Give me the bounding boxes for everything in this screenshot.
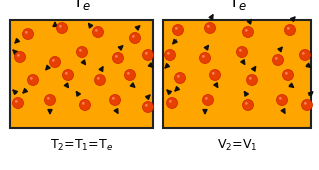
Circle shape bbox=[12, 98, 24, 108]
Circle shape bbox=[175, 27, 178, 30]
Circle shape bbox=[304, 102, 307, 105]
Circle shape bbox=[112, 97, 115, 100]
Circle shape bbox=[17, 54, 20, 57]
Circle shape bbox=[245, 102, 248, 105]
Circle shape bbox=[167, 98, 177, 108]
Circle shape bbox=[30, 77, 33, 80]
Circle shape bbox=[94, 74, 106, 86]
Circle shape bbox=[27, 74, 39, 86]
Circle shape bbox=[242, 99, 254, 110]
Circle shape bbox=[169, 100, 172, 103]
Circle shape bbox=[93, 27, 103, 38]
Circle shape bbox=[109, 95, 121, 106]
Circle shape bbox=[15, 100, 18, 103]
Circle shape bbox=[23, 29, 33, 39]
Circle shape bbox=[277, 95, 287, 106]
Circle shape bbox=[245, 29, 248, 32]
Circle shape bbox=[205, 97, 208, 100]
Circle shape bbox=[79, 99, 91, 110]
Circle shape bbox=[285, 24, 295, 36]
Circle shape bbox=[143, 101, 153, 113]
Text: T$_e$: T$_e$ bbox=[72, 0, 91, 12]
Circle shape bbox=[249, 77, 252, 80]
Circle shape bbox=[165, 49, 175, 61]
Circle shape bbox=[82, 102, 85, 105]
Circle shape bbox=[302, 52, 305, 55]
Circle shape bbox=[279, 97, 282, 100]
Circle shape bbox=[204, 22, 216, 33]
Circle shape bbox=[115, 55, 118, 58]
Circle shape bbox=[44, 95, 56, 106]
Circle shape bbox=[25, 31, 28, 34]
Circle shape bbox=[47, 97, 50, 100]
Circle shape bbox=[207, 25, 210, 28]
Circle shape bbox=[203, 95, 213, 106]
Circle shape bbox=[236, 47, 248, 57]
Bar bbox=[163, 20, 311, 128]
Circle shape bbox=[283, 70, 293, 81]
Circle shape bbox=[127, 72, 130, 75]
Circle shape bbox=[124, 70, 136, 81]
Circle shape bbox=[174, 72, 186, 83]
Circle shape bbox=[113, 53, 123, 64]
Circle shape bbox=[52, 59, 55, 62]
Circle shape bbox=[275, 57, 278, 60]
Circle shape bbox=[145, 52, 148, 55]
Circle shape bbox=[79, 49, 82, 52]
Circle shape bbox=[272, 55, 284, 65]
Text: T$_2$=T$_1$=T$_e$: T$_2$=T$_1$=T$_e$ bbox=[50, 138, 113, 153]
Circle shape bbox=[202, 55, 205, 58]
Bar bbox=[10, 20, 153, 128]
Circle shape bbox=[143, 49, 153, 61]
Circle shape bbox=[199, 53, 211, 64]
Circle shape bbox=[247, 74, 257, 86]
Circle shape bbox=[49, 56, 61, 67]
Circle shape bbox=[212, 72, 215, 75]
Circle shape bbox=[167, 52, 170, 55]
Circle shape bbox=[300, 49, 310, 61]
Text: V$_2$=V$_1$: V$_2$=V$_1$ bbox=[217, 138, 257, 153]
Circle shape bbox=[65, 72, 68, 75]
Circle shape bbox=[301, 99, 313, 110]
Circle shape bbox=[97, 77, 100, 80]
Text: T$_e$: T$_e$ bbox=[227, 0, 247, 12]
Circle shape bbox=[210, 70, 220, 81]
Circle shape bbox=[177, 75, 180, 78]
Circle shape bbox=[63, 70, 73, 81]
Circle shape bbox=[145, 104, 148, 107]
Circle shape bbox=[239, 49, 242, 52]
Circle shape bbox=[56, 22, 68, 33]
Circle shape bbox=[287, 27, 290, 30]
Circle shape bbox=[130, 32, 140, 44]
Circle shape bbox=[95, 29, 98, 32]
Circle shape bbox=[132, 35, 135, 38]
Circle shape bbox=[173, 24, 183, 36]
Circle shape bbox=[14, 52, 26, 63]
Circle shape bbox=[242, 27, 254, 38]
Circle shape bbox=[285, 72, 288, 75]
Circle shape bbox=[59, 25, 62, 28]
Circle shape bbox=[77, 47, 87, 57]
